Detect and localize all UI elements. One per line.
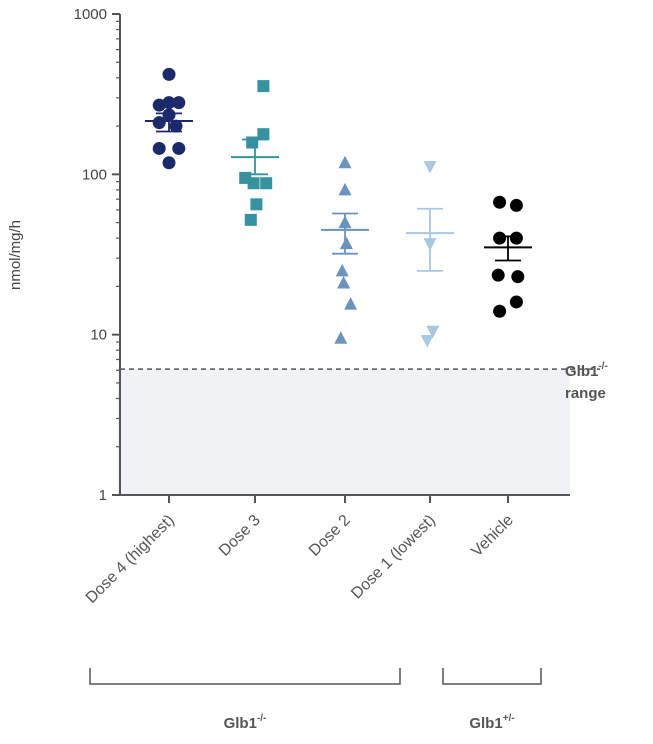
glb1-range-label-text: Glb1 xyxy=(565,363,598,380)
data-point xyxy=(426,325,440,339)
y-tick-label: 1000 xyxy=(74,6,107,23)
y-tick-label: 100 xyxy=(82,166,107,183)
y-axis-ticks: 1 10 100 1000 xyxy=(74,6,120,504)
data-point xyxy=(509,295,523,309)
group-bracket xyxy=(89,668,401,685)
data-point xyxy=(493,231,507,245)
y-tick-label: 10 xyxy=(90,327,107,344)
group-label-sup: -/- xyxy=(257,713,266,724)
data-point xyxy=(169,119,183,133)
y-axis-label: nmol/mg/h xyxy=(7,220,24,290)
series-1 xyxy=(231,80,279,226)
category-label: Vehicle xyxy=(468,512,517,561)
category-label: Dose 2 xyxy=(306,512,354,560)
glb1-range-label-line2: range xyxy=(565,385,606,402)
data-point xyxy=(152,141,166,155)
glb1-range-label: Glb1-/- xyxy=(565,361,608,380)
group-label: Glb1-/- xyxy=(224,713,267,732)
data-point xyxy=(509,198,523,212)
x-axis-ticks xyxy=(168,495,509,503)
glb1-range-label-sup: -/- xyxy=(598,361,607,372)
data-point xyxy=(511,270,525,284)
data-point xyxy=(152,98,166,112)
data-point xyxy=(509,231,523,245)
group-brackets: Glb1-/- Glb1+/- xyxy=(89,668,542,732)
series-3 xyxy=(406,160,454,348)
data-point xyxy=(337,276,351,289)
data-point xyxy=(162,67,176,81)
data-point xyxy=(493,195,507,209)
data-point xyxy=(423,160,437,174)
data-point xyxy=(339,236,353,250)
data-point xyxy=(260,177,273,190)
data-point xyxy=(244,213,257,226)
data-point xyxy=(344,297,358,310)
data-point xyxy=(250,198,263,211)
group-label: Glb1+/- xyxy=(469,713,514,732)
data-point xyxy=(338,155,352,169)
category-label: Dose 1 (lowest) xyxy=(348,512,439,603)
data-point xyxy=(335,263,349,277)
series-4 xyxy=(484,195,532,318)
data-point xyxy=(334,331,348,344)
data-point xyxy=(247,177,260,190)
data-point xyxy=(162,96,176,110)
group-label-text: Glb1 xyxy=(469,715,502,732)
data-point xyxy=(172,96,186,110)
group-bracket xyxy=(442,668,542,685)
data-point xyxy=(162,156,176,170)
data-point xyxy=(493,304,507,318)
glb1-range-band xyxy=(118,369,570,495)
data-point xyxy=(257,128,270,141)
group-label-text: Glb1 xyxy=(224,715,257,732)
group-label-sup: +/- xyxy=(503,713,515,724)
data-point xyxy=(491,268,505,282)
data-point xyxy=(338,182,352,196)
data-marks xyxy=(145,67,532,348)
series-2 xyxy=(321,155,369,344)
data-point xyxy=(257,80,270,93)
y-tick-label: 1 xyxy=(99,487,107,504)
data-point xyxy=(172,141,186,155)
data-point xyxy=(420,334,434,348)
series-0 xyxy=(145,67,193,170)
data-point xyxy=(152,116,166,130)
data-point xyxy=(246,136,259,149)
category-label: Dose 3 xyxy=(216,512,264,560)
category-label: Dose 4 (highest) xyxy=(83,512,178,607)
